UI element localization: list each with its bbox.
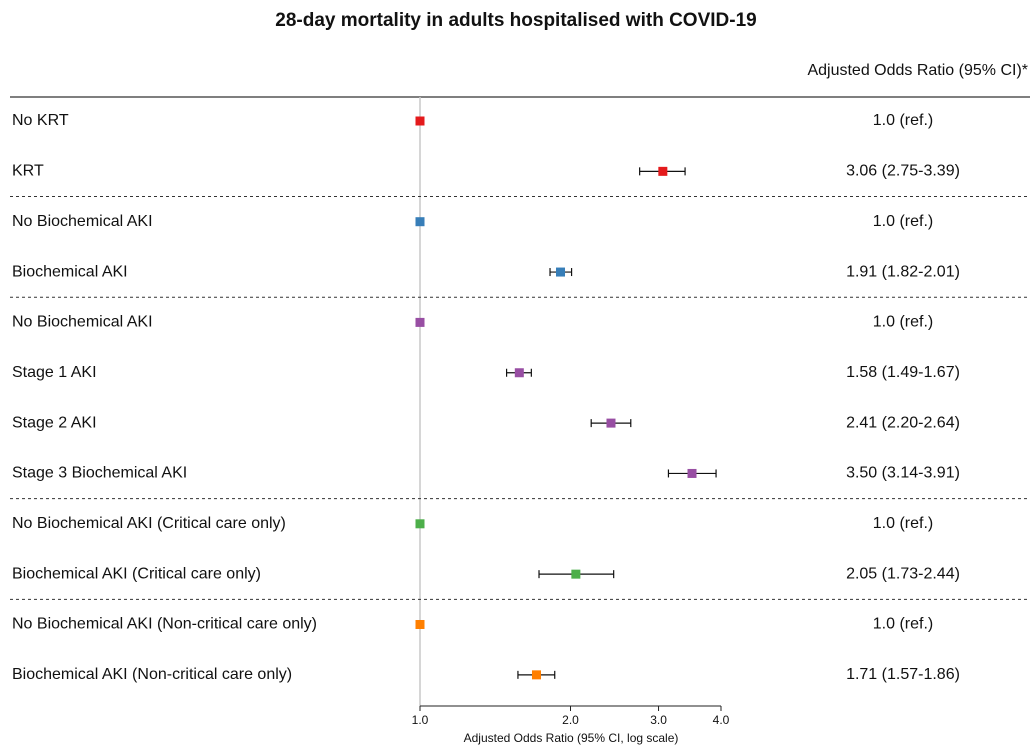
row-label: No KRT <box>12 112 69 129</box>
point-estimate <box>556 267 566 277</box>
chart-title: 28-day mortality in adults hospitalised … <box>275 10 756 31</box>
point-estimate <box>415 519 425 529</box>
value-label: 1.0 (ref.) <box>873 213 933 230</box>
value-label: 3.50 (3.14-3.91) <box>846 465 960 482</box>
value-label: 1.0 (ref.) <box>873 314 933 331</box>
row-label: Biochemical AKI <box>12 263 128 280</box>
value-label: 2.41 (2.20-2.64) <box>846 414 960 431</box>
value-label: 1.0 (ref.) <box>873 515 933 532</box>
point-estimate <box>606 418 616 428</box>
value-label: 2.05 (1.73-2.44) <box>846 565 960 582</box>
row-label: Biochemical AKI (Critical care only) <box>12 565 261 582</box>
value-label: 1.91 (1.82-2.01) <box>846 263 960 280</box>
point-estimate <box>514 368 524 378</box>
point-estimate <box>658 166 668 176</box>
value-label: 1.58 (1.49-1.67) <box>846 364 960 381</box>
value-label: 1.71 (1.57-1.86) <box>846 666 960 683</box>
x-tick-label: 2.0 <box>562 713 579 727</box>
row-label: KRT <box>12 163 44 180</box>
row-label: No Biochemical AKI (Critical care only) <box>12 515 286 532</box>
x-tick-label: 3.0 <box>650 713 667 727</box>
point-estimate <box>415 116 425 126</box>
point-estimate <box>415 317 425 327</box>
value-label: 1.0 (ref.) <box>873 112 933 129</box>
row-label: No Biochemical AKI <box>12 314 153 331</box>
row-label: Biochemical AKI (Non-critical care only) <box>12 666 292 683</box>
row-label: No Biochemical AKI <box>12 213 153 230</box>
point-estimate <box>415 217 425 227</box>
point-estimate <box>531 670 541 680</box>
row-label: No Biochemical AKI (Non-critical care on… <box>12 616 317 633</box>
row-label: Stage 3 Biochemical AKI <box>12 465 187 482</box>
value-label: 1.0 (ref.) <box>873 616 933 633</box>
point-estimate <box>687 468 697 478</box>
point-estimate <box>571 569 581 579</box>
row-label: Stage 2 AKI <box>12 414 97 431</box>
column-header: Adjusted Odds Ratio (95% CI)* <box>807 62 1028 79</box>
x-tick-label: 4.0 <box>713 713 730 727</box>
value-label: 3.06 (2.75-3.39) <box>846 163 960 180</box>
row-label: Stage 1 AKI <box>12 364 97 381</box>
x-axis-label: Adjusted Odds Ratio (95% CI, log scale) <box>464 731 679 745</box>
x-tick-label: 1.0 <box>412 713 429 727</box>
point-estimate <box>415 620 425 629</box>
